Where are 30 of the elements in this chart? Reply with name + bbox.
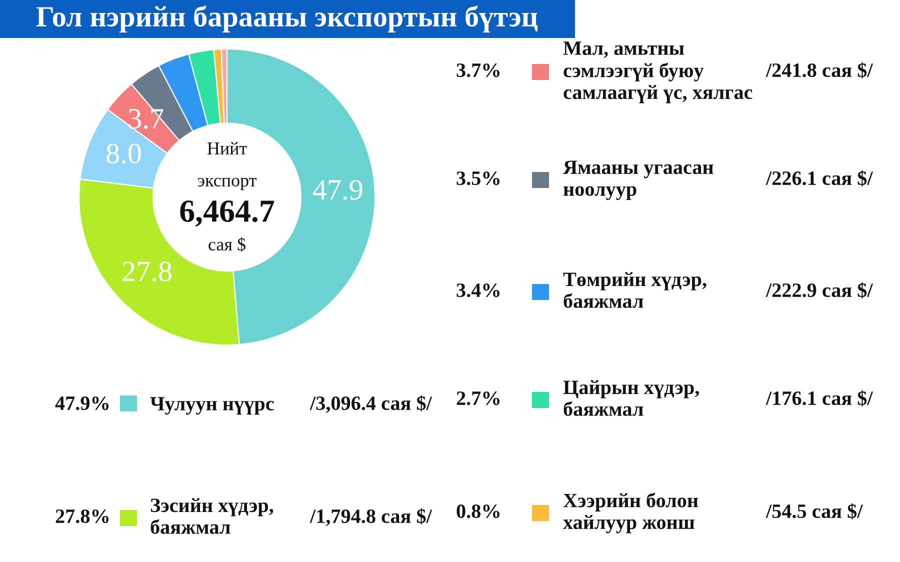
text: 0.8% (456, 504, 500, 518)
data-label: 27.8 (122, 262, 172, 282)
data-label: 3.7 (128, 109, 164, 129)
text: 3.4% (456, 283, 500, 298)
legend-label: Мал, амьтны сэмлээгүй буюу самлаагүй үс, хялгас (563, 42, 752, 104)
text: сая $ (208, 237, 246, 252)
legend-label: Ямааны угаасан ноолуур (563, 160, 714, 200)
text: /222.9 сая $/ (766, 282, 874, 298)
text: /1,794.8 сая $/ (310, 508, 432, 526)
legend-label: Хээрийн болон хайлуур жонш (563, 492, 698, 534)
text: /226.1 сая $/ (766, 170, 874, 186)
text: 47.9% (55, 396, 108, 410)
data-label: 8.0 (106, 144, 141, 164)
text: Нийт (207, 142, 247, 154)
text: 2.7% (456, 391, 500, 406)
legend-label: Чулуун нүүрс (150, 397, 274, 415)
text: /176.1 сая $/ (766, 390, 874, 406)
text: 6,464.7 (180, 200, 274, 227)
text: 3.7% (456, 63, 500, 78)
text: /3,096.4 сая $/ (310, 395, 432, 413)
chart-title: Гол нэрийн барааны экспортын бүтэц (36, 5, 538, 33)
text: /241.8 сая $/ (766, 62, 874, 78)
text: 27.8% (56, 509, 108, 524)
data-label: 47.9 (312, 180, 362, 200)
legend-label: Зэсийн хүдэр, баяжмал (150, 498, 274, 534)
text: 3.5% (456, 171, 500, 186)
text: /54.5 сая $/ (766, 503, 863, 520)
text: экспорт (198, 178, 256, 190)
legend-label: Төмрийн хүдэр, баяжмал (563, 272, 706, 308)
legend-label: Цайрын хүдэр, баяжмал (563, 380, 699, 416)
